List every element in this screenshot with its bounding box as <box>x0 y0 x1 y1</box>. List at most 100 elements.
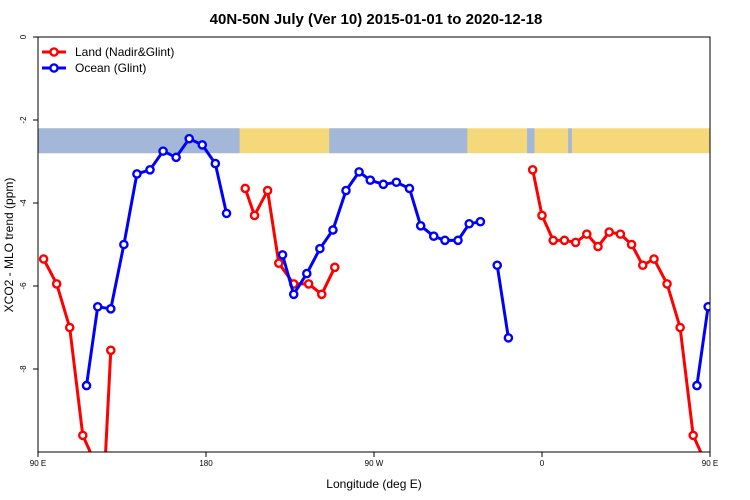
data-point <box>703 301 710 312</box>
data-point <box>649 254 659 264</box>
map-ocean-band <box>329 128 468 154</box>
data-point <box>475 216 486 227</box>
data-point <box>81 380 92 391</box>
series-land <box>38 164 725 464</box>
series-line <box>495 265 510 339</box>
data-point <box>718 347 725 354</box>
x-tick-label: 0 <box>540 459 545 468</box>
data-point <box>277 250 288 260</box>
data-point <box>329 262 340 273</box>
data-point <box>428 231 439 241</box>
legend-item: Ocean (Glint) <box>42 61 146 75</box>
map-ocean-band <box>568 128 572 154</box>
data-point <box>158 146 168 156</box>
data-point <box>145 164 155 175</box>
data-point <box>316 289 327 300</box>
data-point <box>729 241 736 248</box>
data-point <box>132 169 142 179</box>
data-point <box>315 243 325 254</box>
data-point <box>742 170 749 177</box>
series-line <box>716 350 722 460</box>
data-point <box>78 430 88 441</box>
data-point <box>106 345 116 356</box>
data-point <box>582 229 592 239</box>
data-point <box>453 235 463 246</box>
data-point <box>288 289 299 300</box>
series-line <box>281 170 481 296</box>
legend-label: Ocean (Glint) <box>75 61 146 75</box>
series-line <box>42 258 92 452</box>
series-layer <box>38 133 749 464</box>
map-ocean-band <box>38 128 240 154</box>
data-point <box>570 237 581 248</box>
y-tick-label: -4 <box>19 199 28 207</box>
y-tick-label: -6 <box>19 282 28 290</box>
plot-frame <box>37 36 711 453</box>
data-point <box>328 225 338 235</box>
data-point <box>38 254 49 264</box>
data-point <box>464 218 475 229</box>
data-point <box>221 208 232 219</box>
data-point <box>106 304 116 314</box>
data-point <box>675 322 685 333</box>
data-point <box>197 140 208 150</box>
legend: Land (Nadir&Glint) Ocean (Glint) <box>42 45 174 75</box>
x-tick-label: 90 W <box>365 459 384 468</box>
data-point <box>626 239 637 250</box>
y-tick-label: 0 <box>19 34 28 39</box>
series-line <box>104 350 113 452</box>
data-point <box>102 457 109 464</box>
data-point <box>527 164 538 175</box>
data-point <box>688 430 699 441</box>
data-point <box>378 179 389 190</box>
data-point <box>64 322 75 333</box>
data-point <box>273 258 284 268</box>
data-point <box>184 133 194 144</box>
data-point <box>593 241 603 252</box>
data-point <box>716 305 723 312</box>
y-tick-label: -8 <box>19 365 28 373</box>
data-point <box>440 235 450 246</box>
data-point <box>92 301 103 312</box>
legend-label: Land (Nadir&Glint) <box>75 45 174 59</box>
data-point <box>303 279 314 289</box>
data-point <box>615 229 626 239</box>
x-tick-label: 90 E <box>30 459 46 468</box>
data-point <box>119 239 129 250</box>
x-tick-label: 180 <box>199 459 213 468</box>
data-point <box>365 175 376 185</box>
chart-title: 40N-50N July (Ver 10) 2015-01-01 to 2020… <box>210 11 543 28</box>
data-point <box>210 158 221 169</box>
legend-item: Land (Nadir&Glint) <box>42 45 174 59</box>
world-map-strip <box>38 128 710 154</box>
y-axis: 0 -2 -4 -6 -8 <box>19 34 38 373</box>
data-point <box>503 333 514 343</box>
series-line <box>531 169 703 452</box>
data-point <box>548 235 559 246</box>
data-point <box>240 183 250 194</box>
data-point <box>391 177 402 188</box>
data-point <box>301 268 312 279</box>
y-axis-label: XCO2 - MLO trend (ppm) <box>2 178 16 313</box>
data-point <box>354 167 364 177</box>
data-point <box>604 227 615 237</box>
x-axis-label: Longitude (deg E) <box>326 477 421 491</box>
data-point <box>492 260 503 271</box>
data-point <box>90 457 97 464</box>
x-tick-label: 90 E <box>702 459 718 468</box>
data-point <box>171 152 181 163</box>
y-tick-label: -2 <box>19 116 28 124</box>
legend-swatch-marker <box>49 63 59 73</box>
series-ocean <box>81 133 749 391</box>
data-point <box>537 210 547 221</box>
data-point <box>692 380 702 391</box>
map-ocean-band <box>527 128 535 154</box>
data-point <box>51 279 62 289</box>
legend-swatch-marker <box>49 47 59 57</box>
data-point <box>404 183 415 194</box>
data-point <box>249 210 260 221</box>
data-point <box>341 185 351 196</box>
data-point <box>415 221 426 231</box>
